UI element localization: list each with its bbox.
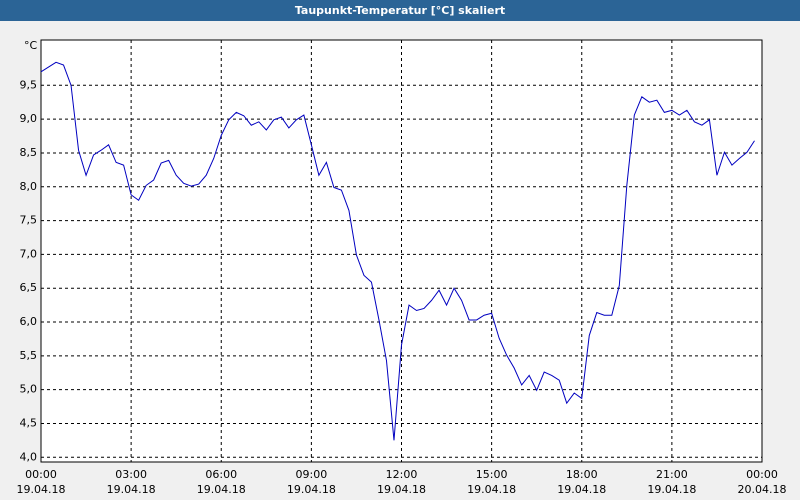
y-tick-label: 4,0: [20, 450, 38, 463]
y-unit: °C: [24, 39, 38, 52]
x-tick-label: 18:00: [566, 468, 598, 481]
x-tick-label: 06:00: [205, 468, 237, 481]
x-tick-date: 19.04.18: [107, 483, 156, 496]
x-tick-date: 19.04.18: [17, 483, 66, 496]
x-tick-date: 19.04.18: [467, 483, 516, 496]
y-tick-label: 7,0: [20, 247, 38, 260]
line: [40, 61, 755, 441]
x-tick-date: 20.04.18: [738, 483, 787, 496]
y-tick-label: 9,0: [20, 112, 38, 125]
x-tick-label: 00:00: [25, 468, 57, 481]
y-tick-label: 8,5: [20, 146, 38, 159]
y-tick-label: 5,5: [20, 349, 38, 362]
x-tick-label: 03:00: [115, 468, 147, 481]
y-tick-label: 4,5: [20, 416, 38, 429]
x-tick-label: 21:00: [656, 468, 688, 481]
x-tick-label: 00:00: [746, 468, 778, 481]
y-tick-label: 9,5: [20, 78, 38, 91]
y-tick-label: 8,0: [20, 180, 38, 193]
y-tick-label: 7,5: [20, 214, 38, 227]
x-tick-date: 19.04.18: [647, 483, 696, 496]
x-tick-date: 19.04.18: [197, 483, 246, 496]
x-tick-date: 19.04.18: [377, 483, 426, 496]
x-tick-label: 12:00: [386, 468, 418, 481]
x-tick-label: 09:00: [296, 468, 328, 481]
y-tick-label: 6,0: [20, 315, 38, 328]
y-tick-label: 6,5: [20, 281, 38, 294]
x-tick-date: 19.04.18: [557, 483, 606, 496]
title-bar: [0, 0, 800, 21]
y-tick-label: 5,0: [20, 383, 38, 396]
x-tick-date: 19.04.18: [287, 483, 336, 496]
x-tick-label: 15:00: [476, 468, 508, 481]
chart-title: Taupunkt-Temperatur [°C] skaliert: [295, 4, 505, 17]
